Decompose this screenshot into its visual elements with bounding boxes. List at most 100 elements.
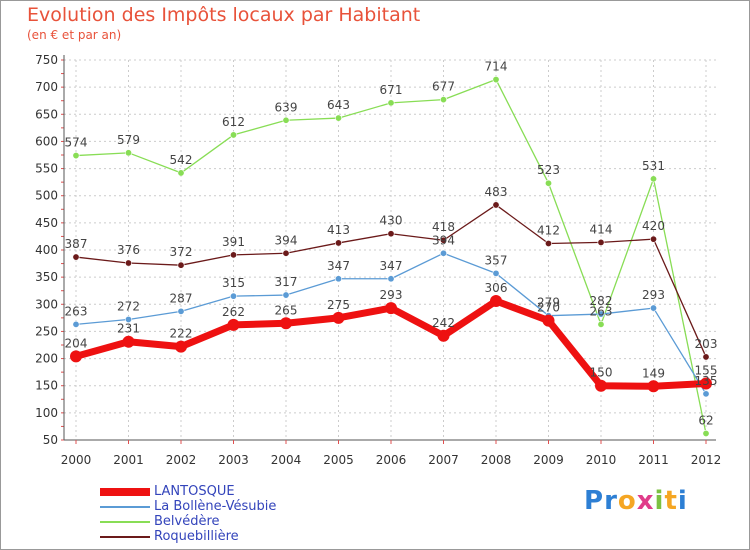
- y-tick-label: 300: [35, 297, 58, 311]
- x-tick-label: 2004: [271, 453, 302, 467]
- data-point: [492, 76, 500, 84]
- data-point: [125, 259, 133, 267]
- x-tick-label: 2007: [428, 453, 459, 467]
- legend-swatch: [100, 488, 150, 496]
- data-point: [702, 390, 710, 398]
- x-tick-label: 2002: [166, 453, 197, 467]
- data-label: 414: [590, 222, 613, 236]
- data-label: 293: [642, 288, 665, 302]
- x-tick-label: 2010: [586, 453, 617, 467]
- data-point: [544, 239, 552, 247]
- data-label: 531: [642, 159, 665, 173]
- data-point: [649, 235, 657, 243]
- x-tick-label: 2011: [638, 453, 669, 467]
- data-label: 579: [117, 133, 140, 147]
- data-label: 420: [642, 219, 665, 233]
- data-point: [649, 304, 657, 312]
- data-label: 418: [432, 220, 455, 234]
- data-point: [332, 311, 345, 324]
- logo-letter: P: [584, 486, 605, 516]
- data-point: [177, 261, 185, 269]
- data-point: [177, 307, 185, 315]
- data-point: [230, 292, 238, 300]
- logo-letter: i: [677, 486, 688, 516]
- data-label: 287: [170, 291, 193, 305]
- data-label: 275: [327, 298, 350, 312]
- logo-letter: i: [654, 486, 665, 516]
- data-label: 347: [380, 259, 403, 273]
- legend-label: La Bollène-Vésubie: [154, 499, 277, 514]
- data-point: [544, 179, 552, 187]
- logo-letter: o: [617, 486, 637, 516]
- data-point: [72, 152, 80, 160]
- x-tick-label: 2012: [691, 453, 722, 467]
- data-point: [439, 249, 447, 257]
- data-point: [597, 320, 605, 328]
- data-label: 542: [170, 153, 193, 167]
- y-tick-label: 350: [35, 270, 58, 284]
- chart-title: Evolution des Impôts locaux par Habitant: [27, 4, 421, 26]
- data-label: 357: [485, 253, 508, 267]
- data-label: 263: [65, 304, 88, 318]
- data-label: 263: [590, 304, 613, 318]
- data-label: 643: [327, 98, 350, 112]
- data-label: 317: [275, 275, 298, 289]
- y-tick-label: 150: [35, 379, 58, 393]
- data-point: [700, 377, 712, 390]
- data-label: 279: [537, 296, 560, 310]
- x-tick-label: 2009: [533, 453, 564, 467]
- data-label: 612: [222, 115, 245, 129]
- data-label: 376: [117, 243, 140, 257]
- chart-subtitle: (en € et par an): [27, 28, 122, 42]
- data-point: [385, 302, 397, 315]
- data-label: 430: [380, 214, 403, 228]
- y-tick-label: 450: [35, 216, 58, 230]
- data-label: 262: [222, 305, 245, 319]
- logo-letter: r: [604, 486, 618, 516]
- data-point: [437, 329, 450, 342]
- x-tick-label: 2003: [218, 453, 249, 467]
- data-point: [490, 295, 502, 308]
- data-point: [595, 379, 607, 392]
- data-point: [702, 353, 710, 361]
- data-label: 523: [537, 163, 560, 177]
- data-point: [227, 318, 240, 331]
- data-label: 293: [380, 288, 403, 302]
- data-label: 231: [117, 322, 140, 336]
- y-tick-label: 400: [35, 243, 58, 257]
- data-point: [125, 149, 133, 157]
- data-point: [334, 114, 342, 122]
- data-point: [702, 429, 710, 437]
- data-point: [597, 238, 605, 246]
- data-point: [492, 269, 500, 277]
- data-label: 203: [695, 337, 718, 351]
- data-point: [387, 99, 395, 107]
- legend-label: Roquebillière: [154, 529, 239, 544]
- proxiti-logo: Proxiti: [584, 486, 688, 516]
- data-point: [649, 175, 657, 183]
- x-tick-label: 2006: [376, 453, 407, 467]
- legend-swatch: [100, 506, 150, 508]
- y-tick-label: 200: [35, 352, 58, 366]
- data-point: [439, 96, 447, 104]
- data-point: [280, 317, 292, 330]
- data-label: 391: [222, 235, 245, 249]
- data-point: [282, 291, 290, 299]
- data-point: [492, 201, 500, 209]
- data-label: 372: [170, 245, 193, 259]
- x-tick-label: 2000: [61, 453, 92, 467]
- data-label: 412: [537, 223, 560, 237]
- data-label: 714: [485, 60, 508, 74]
- data-label: 387: [65, 237, 88, 251]
- logo-letter: x: [636, 486, 655, 516]
- legend-label: Belvédère: [154, 514, 220, 529]
- data-label: 242: [432, 316, 455, 330]
- data-label: 394: [432, 233, 455, 247]
- data-label: 347: [327, 259, 350, 273]
- data-label: 204: [65, 336, 88, 350]
- data-label: 222: [170, 327, 193, 341]
- data-point: [282, 116, 290, 124]
- legend-label: LANTOSQUE: [154, 484, 235, 499]
- data-point: [439, 236, 447, 244]
